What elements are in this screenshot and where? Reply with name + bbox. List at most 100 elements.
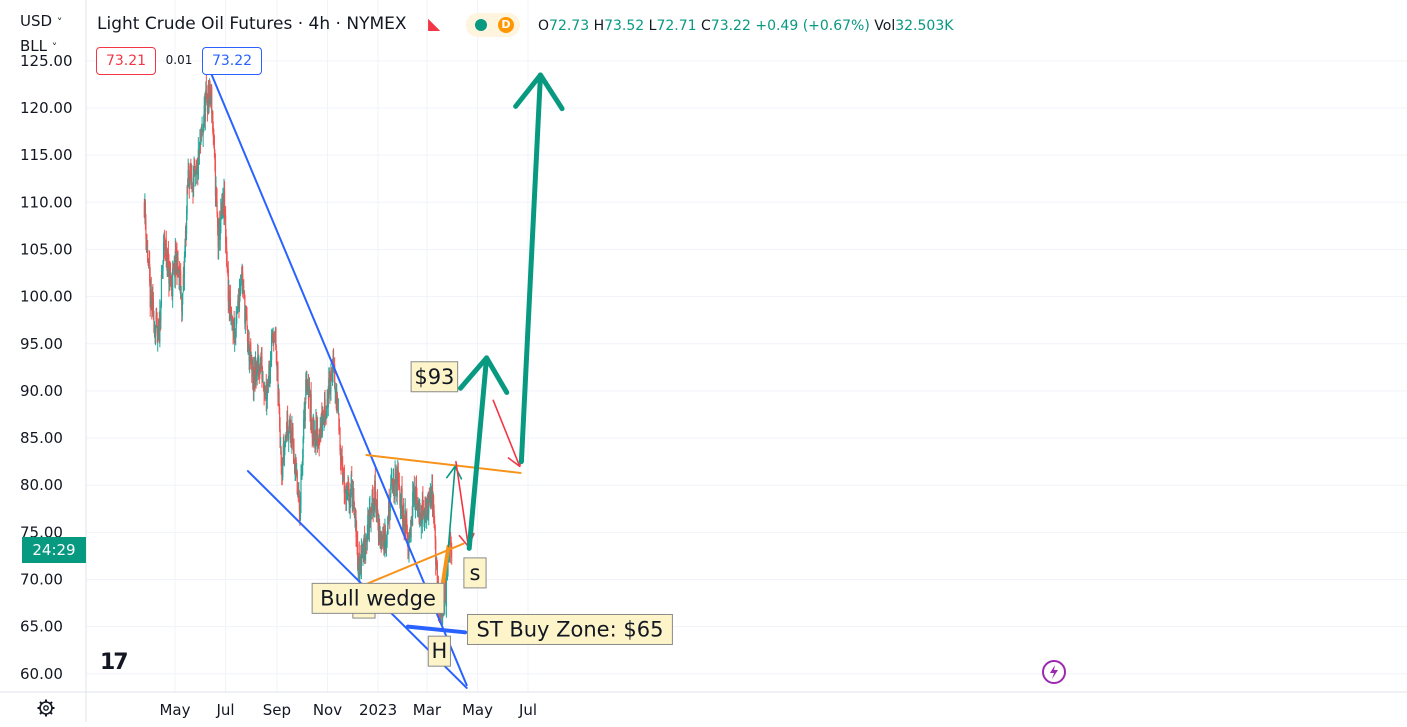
candle xyxy=(256,357,258,386)
candle xyxy=(293,458,296,475)
candle-body xyxy=(195,171,197,175)
arrow-green-up-93 xyxy=(457,355,510,551)
chevron-down-icon: ˅ xyxy=(51,41,58,54)
candle-body xyxy=(299,503,302,519)
candle-body xyxy=(322,414,324,416)
tradingview-logo[interactable]: 17 xyxy=(100,650,129,675)
candle xyxy=(338,412,340,435)
candle xyxy=(406,508,408,534)
candle xyxy=(370,509,372,533)
candle-body xyxy=(401,488,403,515)
time-axis[interactable]: May Jul Sep Nov 2023 Mar May Jul xyxy=(0,691,1407,719)
candle xyxy=(291,415,293,454)
candle xyxy=(401,475,403,517)
candle-body xyxy=(434,526,436,540)
symbol-title[interactable]: Light Crude Oil Futures · 4h · NYMEX xyxy=(97,14,407,34)
candle xyxy=(350,470,352,498)
candle xyxy=(297,482,299,503)
candle-body xyxy=(230,309,233,323)
trendline-buy-zone-line xyxy=(405,624,468,635)
candle xyxy=(184,225,187,258)
candle-body xyxy=(357,543,359,570)
candle xyxy=(249,348,251,374)
candle-body xyxy=(229,297,232,315)
candle xyxy=(287,405,289,431)
candle xyxy=(265,373,267,412)
trendline-breakout-stub xyxy=(440,544,451,587)
candle-body xyxy=(305,379,307,400)
candle-body xyxy=(253,369,255,389)
candle xyxy=(247,341,249,355)
candle xyxy=(226,236,228,268)
candle xyxy=(321,406,323,438)
change-value: +0.49 (+0.67%) xyxy=(755,18,870,34)
candle-body xyxy=(183,256,186,278)
candle xyxy=(231,314,233,331)
sell-button[interactable]: 73.21 xyxy=(96,47,156,75)
candle-body xyxy=(216,199,218,213)
candle-body xyxy=(144,202,147,221)
candle-body xyxy=(207,84,210,103)
candle-body xyxy=(194,170,196,172)
candle-body xyxy=(376,500,379,510)
arrow-shaft xyxy=(518,72,543,465)
candle-body xyxy=(277,366,279,397)
candle-body xyxy=(386,533,388,546)
high-label: H xyxy=(593,18,605,34)
candle-body xyxy=(270,335,273,360)
candle-body xyxy=(379,533,381,538)
ohlc-readout: O72.73 H73.52 L72.71 C73.22 +0.49 (+0.67… xyxy=(538,18,953,34)
candle-body xyxy=(329,392,331,394)
candle-body xyxy=(212,127,214,138)
annotation-box xyxy=(463,557,487,589)
candle xyxy=(181,292,183,322)
spread-value: 0.01 xyxy=(165,53,193,67)
candle-body xyxy=(266,380,268,400)
candle xyxy=(353,488,355,515)
candle-body xyxy=(306,382,308,389)
candle-body xyxy=(172,265,174,267)
flag-icon[interactable]: ◣ xyxy=(428,14,441,33)
candle-body xyxy=(404,531,406,534)
candle-body xyxy=(235,329,237,338)
candle-body xyxy=(146,240,149,261)
candle-body xyxy=(384,532,387,543)
gear-icon[interactable] xyxy=(36,698,56,718)
candle-body xyxy=(316,428,319,447)
candle-body xyxy=(323,416,325,422)
candle-body xyxy=(410,520,412,538)
candle xyxy=(243,279,245,300)
x-tick-label: Sep xyxy=(263,701,291,719)
buy-button[interactable]: 73.22 xyxy=(202,47,262,75)
lightning-icon[interactable] xyxy=(1042,660,1066,684)
candle-body xyxy=(411,516,413,519)
candle xyxy=(264,381,266,400)
unit-selector[interactable]: BLL ˅ xyxy=(20,37,57,55)
candle xyxy=(381,535,383,541)
candle-body xyxy=(360,551,363,573)
candle-body xyxy=(209,84,211,102)
candle-body xyxy=(161,270,164,275)
price-axis[interactable]: 125.00 120.00 115.00 110.00 105.00 100.00 95.0… xyxy=(20,0,87,722)
candle xyxy=(197,137,199,180)
candle xyxy=(422,499,425,517)
candle xyxy=(261,366,264,383)
candle-body xyxy=(338,415,340,431)
status-badge[interactable]: D xyxy=(466,13,520,37)
candle-body xyxy=(357,567,359,574)
candle-body xyxy=(315,420,317,449)
candle-body xyxy=(394,473,396,498)
candle-body xyxy=(190,174,192,181)
candle xyxy=(431,474,434,518)
candle-body xyxy=(324,415,327,422)
candle-body xyxy=(340,462,342,465)
currency-selector[interactable]: USD ˅ xyxy=(20,12,62,30)
candle-body xyxy=(185,210,188,235)
candle-body xyxy=(339,427,341,452)
candle xyxy=(152,291,155,321)
candle-body xyxy=(265,384,267,400)
candle xyxy=(151,286,153,317)
candle xyxy=(345,484,348,511)
